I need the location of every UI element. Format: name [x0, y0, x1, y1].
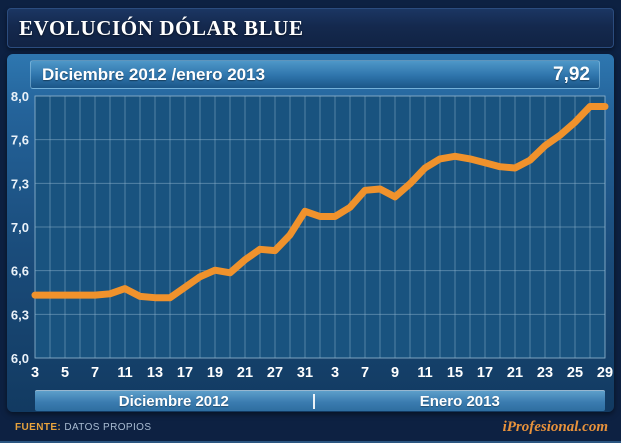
x-tick-label: 7	[361, 365, 369, 381]
y-tick-label: 7,6	[11, 133, 29, 148]
x-tick-label: 25	[567, 365, 583, 381]
month-band: Diciembre 2012 Enero 2013	[35, 390, 605, 411]
x-tick-label: 7	[91, 365, 99, 381]
chart-period-label: Diciembre 2012 /enero 2013	[42, 64, 266, 84]
source-note: FUENTE: DATOS PROPIOS	[15, 422, 151, 433]
line-chart-svg: 8,07,67,37,06,66,36,03 5 7 11 13 17 19 21 27 31 3 7…	[11, 92, 613, 381]
page-title: EVOLUCIÓN DÓLAR BLUE	[19, 15, 304, 40]
x-tick-label: 27	[267, 365, 283, 381]
x-tick-label: 17	[177, 365, 193, 381]
chart-panel: Diciembre 2012 /enero 2013 7,92 8,0 7,6 7,…	[7, 54, 614, 412]
x-tick-label: 17	[477, 365, 493, 381]
y-tick-label: 8,0	[11, 92, 29, 104]
month-divider	[312, 393, 315, 409]
month-label-january: Enero 2013	[419, 392, 500, 410]
x-tick-label: 21	[507, 365, 523, 381]
footer: FUENTE: DATOS PROPIOS iProfesional.com	[0, 412, 621, 443]
x-tick-label: 19	[207, 365, 223, 381]
x-tick-label: 11	[417, 365, 432, 381]
x-tick-label: 23	[537, 365, 553, 381]
x-tick-label: 15	[447, 365, 463, 381]
plot-border	[34, 95, 606, 359]
x-tick-label: 3	[31, 365, 39, 381]
title-bar: EVOLUCIÓN DÓLAR BLUE	[7, 8, 614, 48]
y-tick-label: 7,3	[11, 176, 29, 191]
x-tick-label: 11	[117, 365, 132, 381]
bottom-edge	[0, 441, 621, 443]
source-label: FUENTE:	[15, 422, 62, 433]
x-tick-label: 29	[597, 365, 613, 381]
x-tick-label: 21	[237, 365, 253, 381]
chart-header: Diciembre 2012 /enero 2013 7,92	[30, 60, 600, 89]
y-tick-label: 6,6	[11, 264, 29, 279]
brand-logo: iProfesional.com	[502, 419, 608, 435]
x-tick-label: 9	[391, 365, 399, 381]
y-tick-label: 7,0	[11, 220, 29, 235]
chart-last-value: 7,92	[553, 63, 590, 85]
x-tick-label: 3	[331, 365, 339, 381]
y-tick-label: 6,0	[11, 351, 29, 366]
source-value: DATOS PROPIOS	[64, 422, 152, 433]
blue-dollar-line	[31, 103, 609, 302]
x-tick-label: 13	[147, 365, 163, 381]
x-tick-label: 31	[297, 365, 313, 381]
x-tick-label: 5	[61, 365, 69, 381]
month-label-december: Diciembre 2012	[118, 392, 229, 410]
y-tick-label: 6,3	[11, 307, 29, 322]
